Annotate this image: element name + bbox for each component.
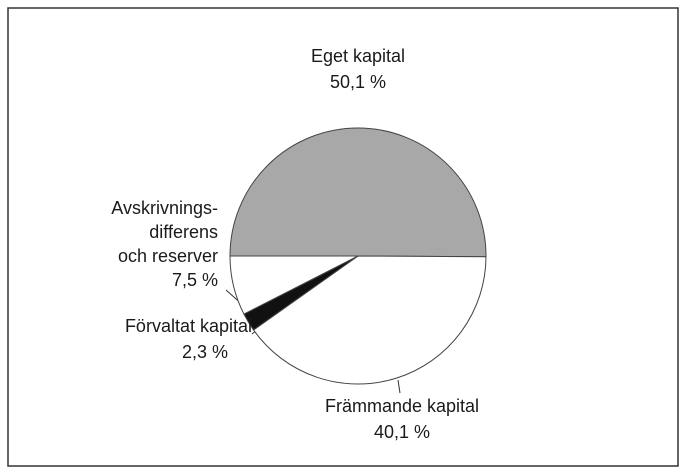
value-label: 40,1 % [374,422,430,442]
slice-label: Eget kapital [311,46,405,66]
frame [7,7,679,467]
pie-slice [229,255,359,315]
value-label: 50,1 % [330,72,386,92]
pie-slice [252,255,487,385]
value-label: 2,3 % [182,342,228,362]
slice-label: Avskrivnings-differens och reserver [111,198,218,266]
pie-slice [229,127,487,258]
slice-label: Förvaltat kapital [125,316,252,336]
slice-label: Främmande kapital [325,396,479,416]
value-label: 7,5 % [172,270,218,290]
leader-line [397,379,401,394]
